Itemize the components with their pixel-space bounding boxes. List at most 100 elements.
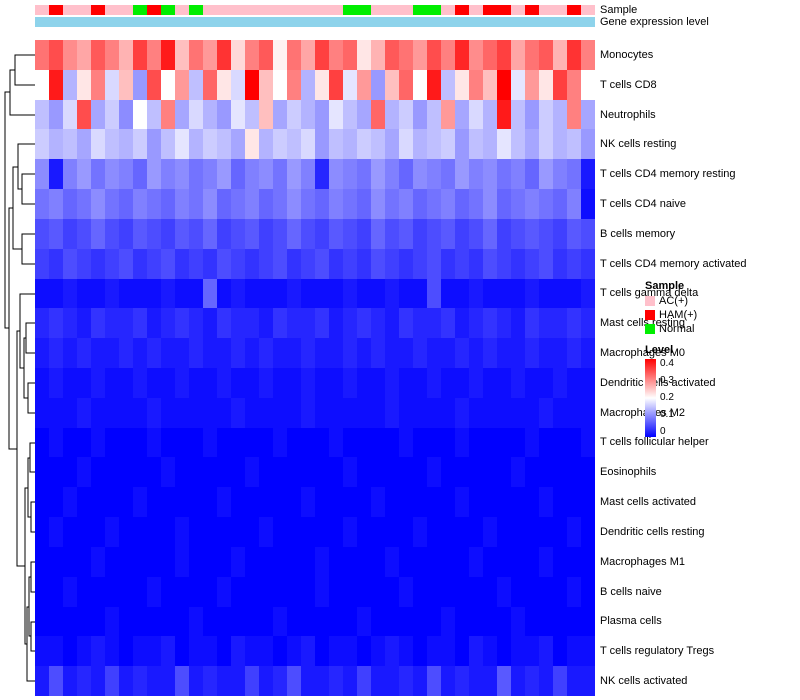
heatmap-cell [371, 338, 385, 368]
sample-annotation-cell [581, 5, 595, 15]
heatmap-cell [287, 397, 301, 428]
heatmap-cell [399, 457, 413, 488]
heatmap-cell [469, 517, 483, 547]
sample-annotation-label: Sample [600, 4, 638, 16]
heatmap-cell [399, 666, 413, 696]
heatmap-cell [133, 576, 147, 607]
heatmap-cell [385, 218, 399, 249]
level-tick-label: 0.3 [660, 375, 674, 386]
heatmap-cell [427, 487, 441, 518]
heatmap-cell [231, 69, 245, 100]
heatmap-cell [385, 397, 399, 428]
heatmap-cell [399, 427, 413, 458]
heatmap-cell [553, 278, 567, 309]
heatmap-cell [511, 457, 525, 488]
heatmap-cell [119, 457, 133, 488]
heatmap-cell [455, 606, 469, 637]
sample-annotation-cell [301, 5, 315, 15]
heatmap-cell [217, 129, 231, 160]
heatmap-cell [413, 308, 427, 339]
sample-annotation-cell [553, 5, 567, 15]
heatmap-cell [357, 546, 371, 577]
heatmap-cell [301, 576, 315, 607]
heatmap-cell [259, 338, 273, 368]
row-label: Monocytes [600, 48, 654, 61]
row-label: Dendritic cells activated [600, 376, 716, 389]
heatmap-cell [301, 487, 315, 518]
heatmap-cell [273, 367, 287, 398]
heatmap-cell [455, 218, 469, 249]
heatmap-cell [441, 606, 455, 637]
heatmap-cell [525, 189, 539, 219]
sample-annotation-cell [175, 5, 189, 15]
heatmap-cell [161, 129, 175, 160]
heatmap-cell [511, 218, 525, 249]
sample-annotation-cell [203, 5, 217, 15]
heatmap-cell [427, 69, 441, 100]
heatmap-cell [63, 278, 77, 309]
heatmap-cell [469, 397, 483, 428]
heatmap-cell [371, 487, 385, 518]
heatmap-cell [539, 278, 553, 309]
heatmap-cell [189, 159, 203, 190]
heatmap-cell [413, 99, 427, 130]
heatmap-cell [455, 576, 469, 607]
heatmap-cell [161, 606, 175, 637]
heatmap-cell [63, 69, 77, 100]
heatmap-cell [525, 546, 539, 577]
heatmap-cell [567, 308, 581, 339]
heatmap-cell [77, 636, 91, 667]
heatmap-cell [497, 218, 511, 249]
heatmap-cell [105, 278, 119, 309]
level-legend: Level 0.4 0.3 0.2 0.1 0 [645, 344, 795, 437]
heatmap-cell [371, 606, 385, 637]
heatmap-cell [497, 487, 511, 518]
heatmap-cell [343, 218, 357, 249]
heatmap-cell [301, 457, 315, 488]
heatmap-cell [63, 666, 77, 696]
heatmap-cell [427, 308, 441, 339]
heatmap-cell [343, 129, 357, 160]
heatmap-cell [273, 40, 287, 70]
sample-annotation-cell [469, 5, 483, 15]
heatmap-cell [77, 99, 91, 130]
heatmap-cell [301, 159, 315, 190]
heatmap-cell [343, 606, 357, 637]
heatmap-cell [175, 189, 189, 219]
heatmap-cell [441, 278, 455, 309]
heatmap-cell [567, 367, 581, 398]
heatmap-cell [469, 457, 483, 488]
heatmap-cell [133, 308, 147, 339]
heatmap-cell [259, 397, 273, 428]
heatmap-cell [413, 487, 427, 518]
heatmap-cell [371, 99, 385, 130]
sample-annotation-cell [427, 5, 441, 15]
heatmap-cell [161, 367, 175, 398]
heatmap-cell [245, 99, 259, 130]
heatmap-cell [497, 69, 511, 100]
heatmap-cell [539, 248, 553, 279]
heatmap-cell [161, 189, 175, 219]
heatmap-cell [399, 40, 413, 70]
heatmap-cell [105, 427, 119, 458]
heatmap-cell [469, 248, 483, 279]
heatmap-cell [161, 278, 175, 309]
heatmap-cell [525, 40, 539, 70]
heatmap-cell [161, 546, 175, 577]
heatmap-cell [315, 189, 329, 219]
heatmap-cell [231, 189, 245, 219]
heatmap-cell [399, 278, 413, 309]
heatmap-cell [441, 457, 455, 488]
heatmap-cell [231, 278, 245, 309]
heatmap-cell [133, 517, 147, 547]
heatmap-cell [301, 397, 315, 428]
heatmap-cell [315, 487, 329, 518]
heatmap-cell [469, 666, 483, 696]
heatmap-cell [161, 576, 175, 607]
level-tick-label: 0.2 [660, 392, 674, 403]
heatmap-cell [63, 129, 77, 160]
heatmap-cell [245, 248, 259, 279]
heatmap-cell [469, 576, 483, 607]
heatmap-cell [105, 546, 119, 577]
heatmap-cell [371, 189, 385, 219]
